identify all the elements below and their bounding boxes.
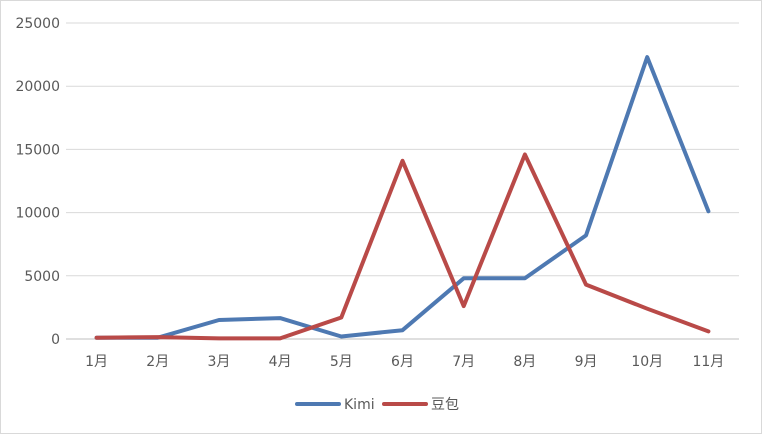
y-tick-label: 15000 xyxy=(15,142,60,158)
x-tick-label: 9月 xyxy=(575,354,598,370)
series-line-Kimi xyxy=(94,55,711,340)
gridlines xyxy=(66,22,739,340)
x-axis-ticks: 1月 2月 3月 4月 5月 6月 7月 8月 9月 10月 11月 xyxy=(85,354,724,370)
y-tick-label: 10000 xyxy=(15,206,60,222)
x-tick-label: 3月 xyxy=(207,354,230,370)
y-tick-label: 5000 xyxy=(24,269,60,285)
y-tick-label: 20000 xyxy=(15,79,60,95)
x-tick-label: 1月 xyxy=(85,354,108,370)
x-tick-label: 5月 xyxy=(330,354,353,370)
series-lines xyxy=(94,55,711,341)
y-tick-label: 0 xyxy=(51,332,60,348)
x-tick-label: 4月 xyxy=(269,354,292,370)
y-axis-ticks: 0 5000 10000 15000 20000 25000 xyxy=(15,16,60,348)
x-tick-label: 11月 xyxy=(692,354,724,370)
series-line-豆包 xyxy=(94,152,711,341)
y-tick-label: 25000 xyxy=(15,16,60,32)
x-tick-label: 6月 xyxy=(391,354,414,370)
legend-label: Kimi xyxy=(344,397,375,413)
legend: Kimi 豆包 xyxy=(295,397,459,413)
x-tick-label: 2月 xyxy=(146,354,169,370)
x-tick-label: 8月 xyxy=(513,354,536,370)
x-tick-label: 7月 xyxy=(452,354,475,370)
x-tick-label: 10月 xyxy=(631,354,663,370)
legend-label: 豆包 xyxy=(431,397,459,413)
